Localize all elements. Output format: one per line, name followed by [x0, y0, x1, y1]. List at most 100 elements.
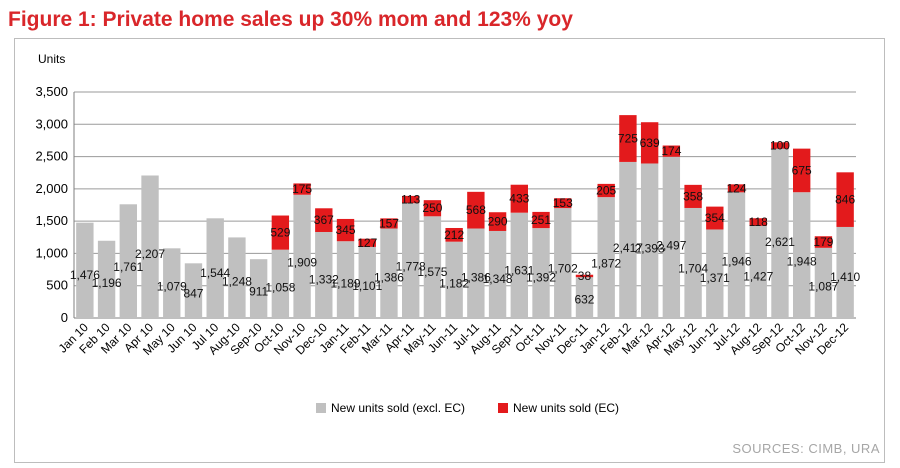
data-label-ec: 367 [314, 213, 334, 227]
data-label-ec: 290 [488, 215, 508, 229]
data-label-excl-ec: 1,946 [722, 254, 752, 268]
data-label-ec: 725 [618, 132, 638, 146]
bar-excl-ec [793, 192, 811, 318]
bar-excl-ec [597, 197, 615, 318]
bar-excl-ec [836, 226, 854, 318]
data-label-excl-ec: 847 [183, 286, 203, 300]
legend-swatch-excl-ec [316, 403, 326, 413]
bar-excl-ec [532, 228, 550, 318]
data-label-ec: 675 [792, 163, 812, 177]
data-label-ec: 113 [401, 193, 420, 207]
bar-excl-ec [488, 230, 507, 318]
data-label-excl-ec: 1,544 [200, 266, 230, 280]
data-label-excl-ec: 1,332 [309, 272, 339, 286]
data-label-excl-ec: 1,079 [157, 280, 187, 294]
source-note: SOURCES: CIMB, URA [732, 441, 880, 456]
data-label-ec: 358 [683, 189, 703, 203]
bar-excl-ec [184, 263, 203, 318]
data-label-ec: 568 [466, 203, 486, 217]
data-label-excl-ec: 1,702 [548, 262, 578, 276]
data-label-ec: 846 [835, 193, 855, 207]
bar-excl-ec [293, 194, 311, 318]
y-tick-label: 2,000 [35, 181, 68, 196]
data-label-excl-ec: 1,476 [70, 268, 100, 282]
data-label-excl-ec: 1,909 [287, 256, 317, 270]
data-label-excl-ec: 1,410 [830, 270, 860, 284]
data-label-excl-ec: 1,427 [743, 270, 773, 284]
legend-label-excl-ec: New units sold (excl. EC) [331, 401, 465, 415]
bar-ec [749, 218, 767, 226]
bar-excl-ec [402, 203, 420, 318]
bar-ec [597, 183, 615, 198]
bar-ec [793, 148, 811, 193]
bar-excl-ec [619, 161, 637, 318]
bar-ec [271, 215, 290, 250]
bar-excl-ec [336, 241, 355, 318]
bar-excl-ec [749, 225, 767, 318]
data-label-ec: 38 [578, 269, 592, 283]
bar-excl-ec [467, 228, 485, 318]
bar-ec [662, 145, 681, 157]
bar-excl-ec [684, 207, 702, 318]
bar-ec [771, 142, 789, 149]
bar-ec [510, 184, 528, 213]
bar-excl-ec [662, 156, 681, 318]
page-title: Figure 1: Private home sales up 30% mom … [8, 8, 573, 31]
bar-excl-ec [163, 248, 181, 318]
bar-excl-ec [380, 228, 398, 318]
bar-ec [380, 218, 398, 229]
data-label-ec: 433 [509, 192, 529, 206]
data-label-ec: 639 [640, 136, 660, 150]
data-label-excl-ec: 1,392 [526, 271, 556, 285]
data-label-ec: 118 [749, 215, 768, 229]
data-label-ec: 100 [770, 139, 790, 153]
data-label-excl-ec: 1,058 [265, 280, 295, 294]
bar-ec [836, 172, 854, 227]
data-label-ec: 251 [531, 213, 551, 227]
bar-excl-ec [249, 259, 268, 318]
data-label-excl-ec: 1,101 [352, 279, 382, 293]
bar-ec [727, 184, 746, 193]
data-label-excl-ec: 1,348 [483, 272, 513, 286]
bar-ec [814, 236, 833, 248]
bar-excl-ec [358, 246, 376, 318]
y-tick-label: 1,000 [35, 245, 68, 260]
data-label-excl-ec: 1,371 [700, 271, 730, 285]
y-axis-label: Units [38, 52, 65, 66]
data-label-ec: 354 [705, 211, 725, 225]
data-label-ec: 250 [422, 201, 442, 215]
bar-ec [706, 206, 724, 230]
data-label-excl-ec: 2,497 [656, 238, 686, 252]
bar-ec [554, 198, 572, 209]
bar-excl-ec [423, 216, 442, 318]
bar-ec [423, 200, 442, 217]
data-label-ec: 205 [596, 184, 616, 198]
bar-excl-ec [706, 229, 724, 318]
bar-ec [488, 212, 507, 231]
bar-ec [358, 238, 376, 247]
bar-excl-ec [271, 249, 290, 318]
data-label-ec: 153 [553, 196, 573, 210]
data-label-ec: 124 [727, 181, 747, 195]
data-label-excl-ec: 1,704 [678, 261, 708, 275]
data-label-excl-ec: 1,948 [787, 254, 817, 268]
bar-excl-ec [640, 163, 659, 318]
bar-ec [293, 183, 311, 195]
y-tick-label: 0 [61, 310, 68, 325]
bar-excl-ec [76, 222, 94, 318]
data-label-ec: 179 [813, 235, 833, 249]
legend-swatch-ec [498, 403, 508, 413]
data-label-excl-ec: 1,386 [374, 271, 404, 285]
bar-ec [532, 211, 550, 229]
bar-excl-ec [206, 218, 224, 318]
y-tick-label: 3,000 [35, 116, 68, 131]
data-label-ec: 212 [444, 228, 464, 242]
y-tick-label: 3,500 [35, 84, 68, 99]
data-label-excl-ec: 1,182 [439, 277, 469, 291]
data-label-excl-ec: 1,196 [92, 276, 122, 290]
bar-ec [575, 274, 594, 278]
data-label-excl-ec: 1,872 [591, 257, 621, 271]
bar-excl-ec [315, 231, 333, 318]
bar-excl-ec [554, 208, 572, 318]
